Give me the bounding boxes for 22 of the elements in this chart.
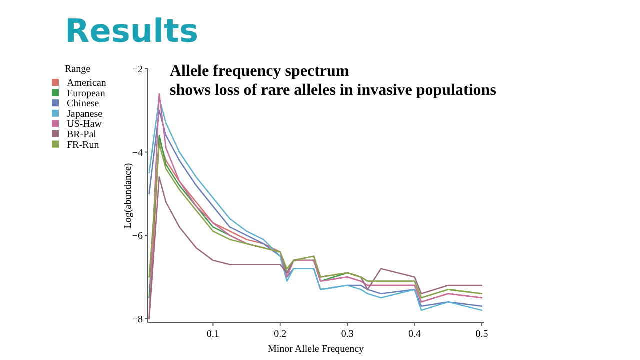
legend-label: European — [67, 88, 106, 100]
legend-label: American — [67, 78, 106, 89]
y-tick-label: −8 — [132, 314, 143, 326]
legend-title: Range — [65, 64, 92, 75]
x-tick-label: 0.3 — [341, 329, 354, 340]
annotation: shows loss of rare alleles in invasive populations — [170, 82, 496, 99]
y-tick-label: −6 — [132, 231, 143, 242]
x-tick-label: 0.4 — [408, 329, 422, 340]
x-axis-title: Minor Allele Frequency — [268, 344, 364, 355]
legend-label: Japanese — [67, 108, 104, 120]
legend-label: Chinese — [67, 98, 100, 110]
annotation: Allele frequency spectrum — [170, 63, 350, 80]
chart-title: Results — [65, 12, 198, 50]
y-tick-label: −4 — [132, 148, 143, 159]
x-tick-label: 0.1 — [206, 329, 220, 340]
y-axis-title: Log(abundance) — [123, 163, 134, 229]
x-tick-label: 0.5 — [476, 329, 488, 340]
y-tick-label: −2 — [132, 64, 143, 76]
legend-label: FR-Run — [67, 140, 100, 151]
x-tick-label: 0.2 — [274, 329, 287, 340]
legend-label: US-Haw — [67, 119, 103, 130]
legend-label: BR-Pal — [67, 130, 97, 140]
